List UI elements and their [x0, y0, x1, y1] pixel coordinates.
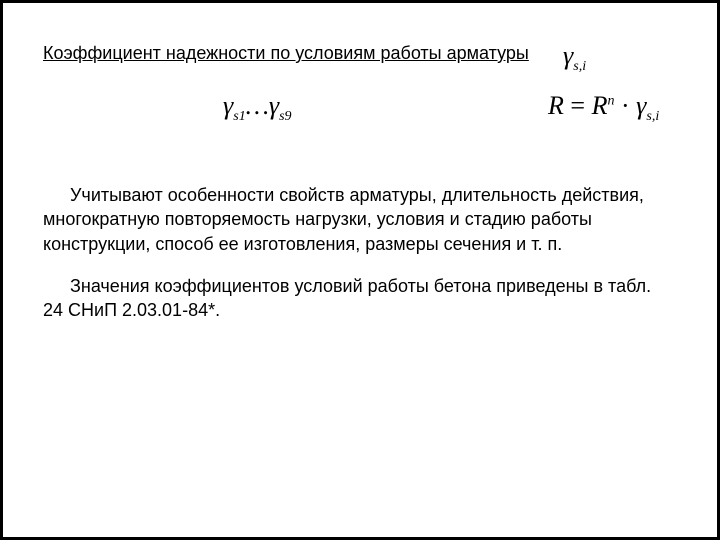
paragraph-2: Значения коэффициентов условий работы бе…	[43, 274, 653, 323]
slide-frame: Коэффициент надежности по условиям работ…	[0, 0, 720, 540]
paragraph-1: Учитывают особенности свойств арматуры, …	[43, 183, 653, 256]
symbol-gamma-si: γs,i	[563, 41, 586, 75]
slide-heading: Коэффициент надежности по условиям работ…	[43, 43, 529, 64]
formula-resistance: R = Rn · γs,i	[548, 91, 659, 125]
symbol-gamma-range: γs1…γs9	[223, 91, 292, 125]
body-text-block: Учитывают особенности свойств арматуры, …	[43, 183, 653, 340]
